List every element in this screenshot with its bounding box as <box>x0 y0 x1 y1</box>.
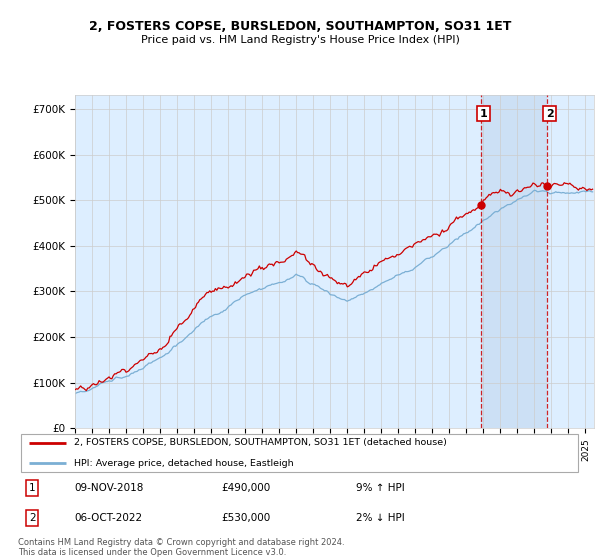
Text: Price paid vs. HM Land Registry's House Price Index (HPI): Price paid vs. HM Land Registry's House … <box>140 35 460 45</box>
FancyBboxPatch shape <box>21 435 578 472</box>
Text: 2: 2 <box>29 513 35 523</box>
Bar <box>481 95 547 428</box>
Text: 2, FOSTERS COPSE, BURSLEDON, SOUTHAMPTON, SO31 1ET: 2, FOSTERS COPSE, BURSLEDON, SOUTHAMPTON… <box>89 20 511 32</box>
Text: 06-OCT-2022: 06-OCT-2022 <box>74 513 143 523</box>
Text: £490,000: £490,000 <box>221 483 270 493</box>
Text: 2: 2 <box>546 109 554 119</box>
Text: 2, FOSTERS COPSE, BURSLEDON, SOUTHAMPTON, SO31 1ET (detached house): 2, FOSTERS COPSE, BURSLEDON, SOUTHAMPTON… <box>74 438 447 447</box>
Text: 09-NOV-2018: 09-NOV-2018 <box>74 483 144 493</box>
Text: Contains HM Land Registry data © Crown copyright and database right 2024.
This d: Contains HM Land Registry data © Crown c… <box>18 538 344 557</box>
Text: £530,000: £530,000 <box>221 513 270 523</box>
Text: HPI: Average price, detached house, Eastleigh: HPI: Average price, detached house, East… <box>74 459 294 468</box>
Text: 9% ↑ HPI: 9% ↑ HPI <box>356 483 405 493</box>
Text: 1: 1 <box>29 483 35 493</box>
Text: 1: 1 <box>479 109 487 119</box>
Text: 2% ↓ HPI: 2% ↓ HPI <box>356 513 405 523</box>
